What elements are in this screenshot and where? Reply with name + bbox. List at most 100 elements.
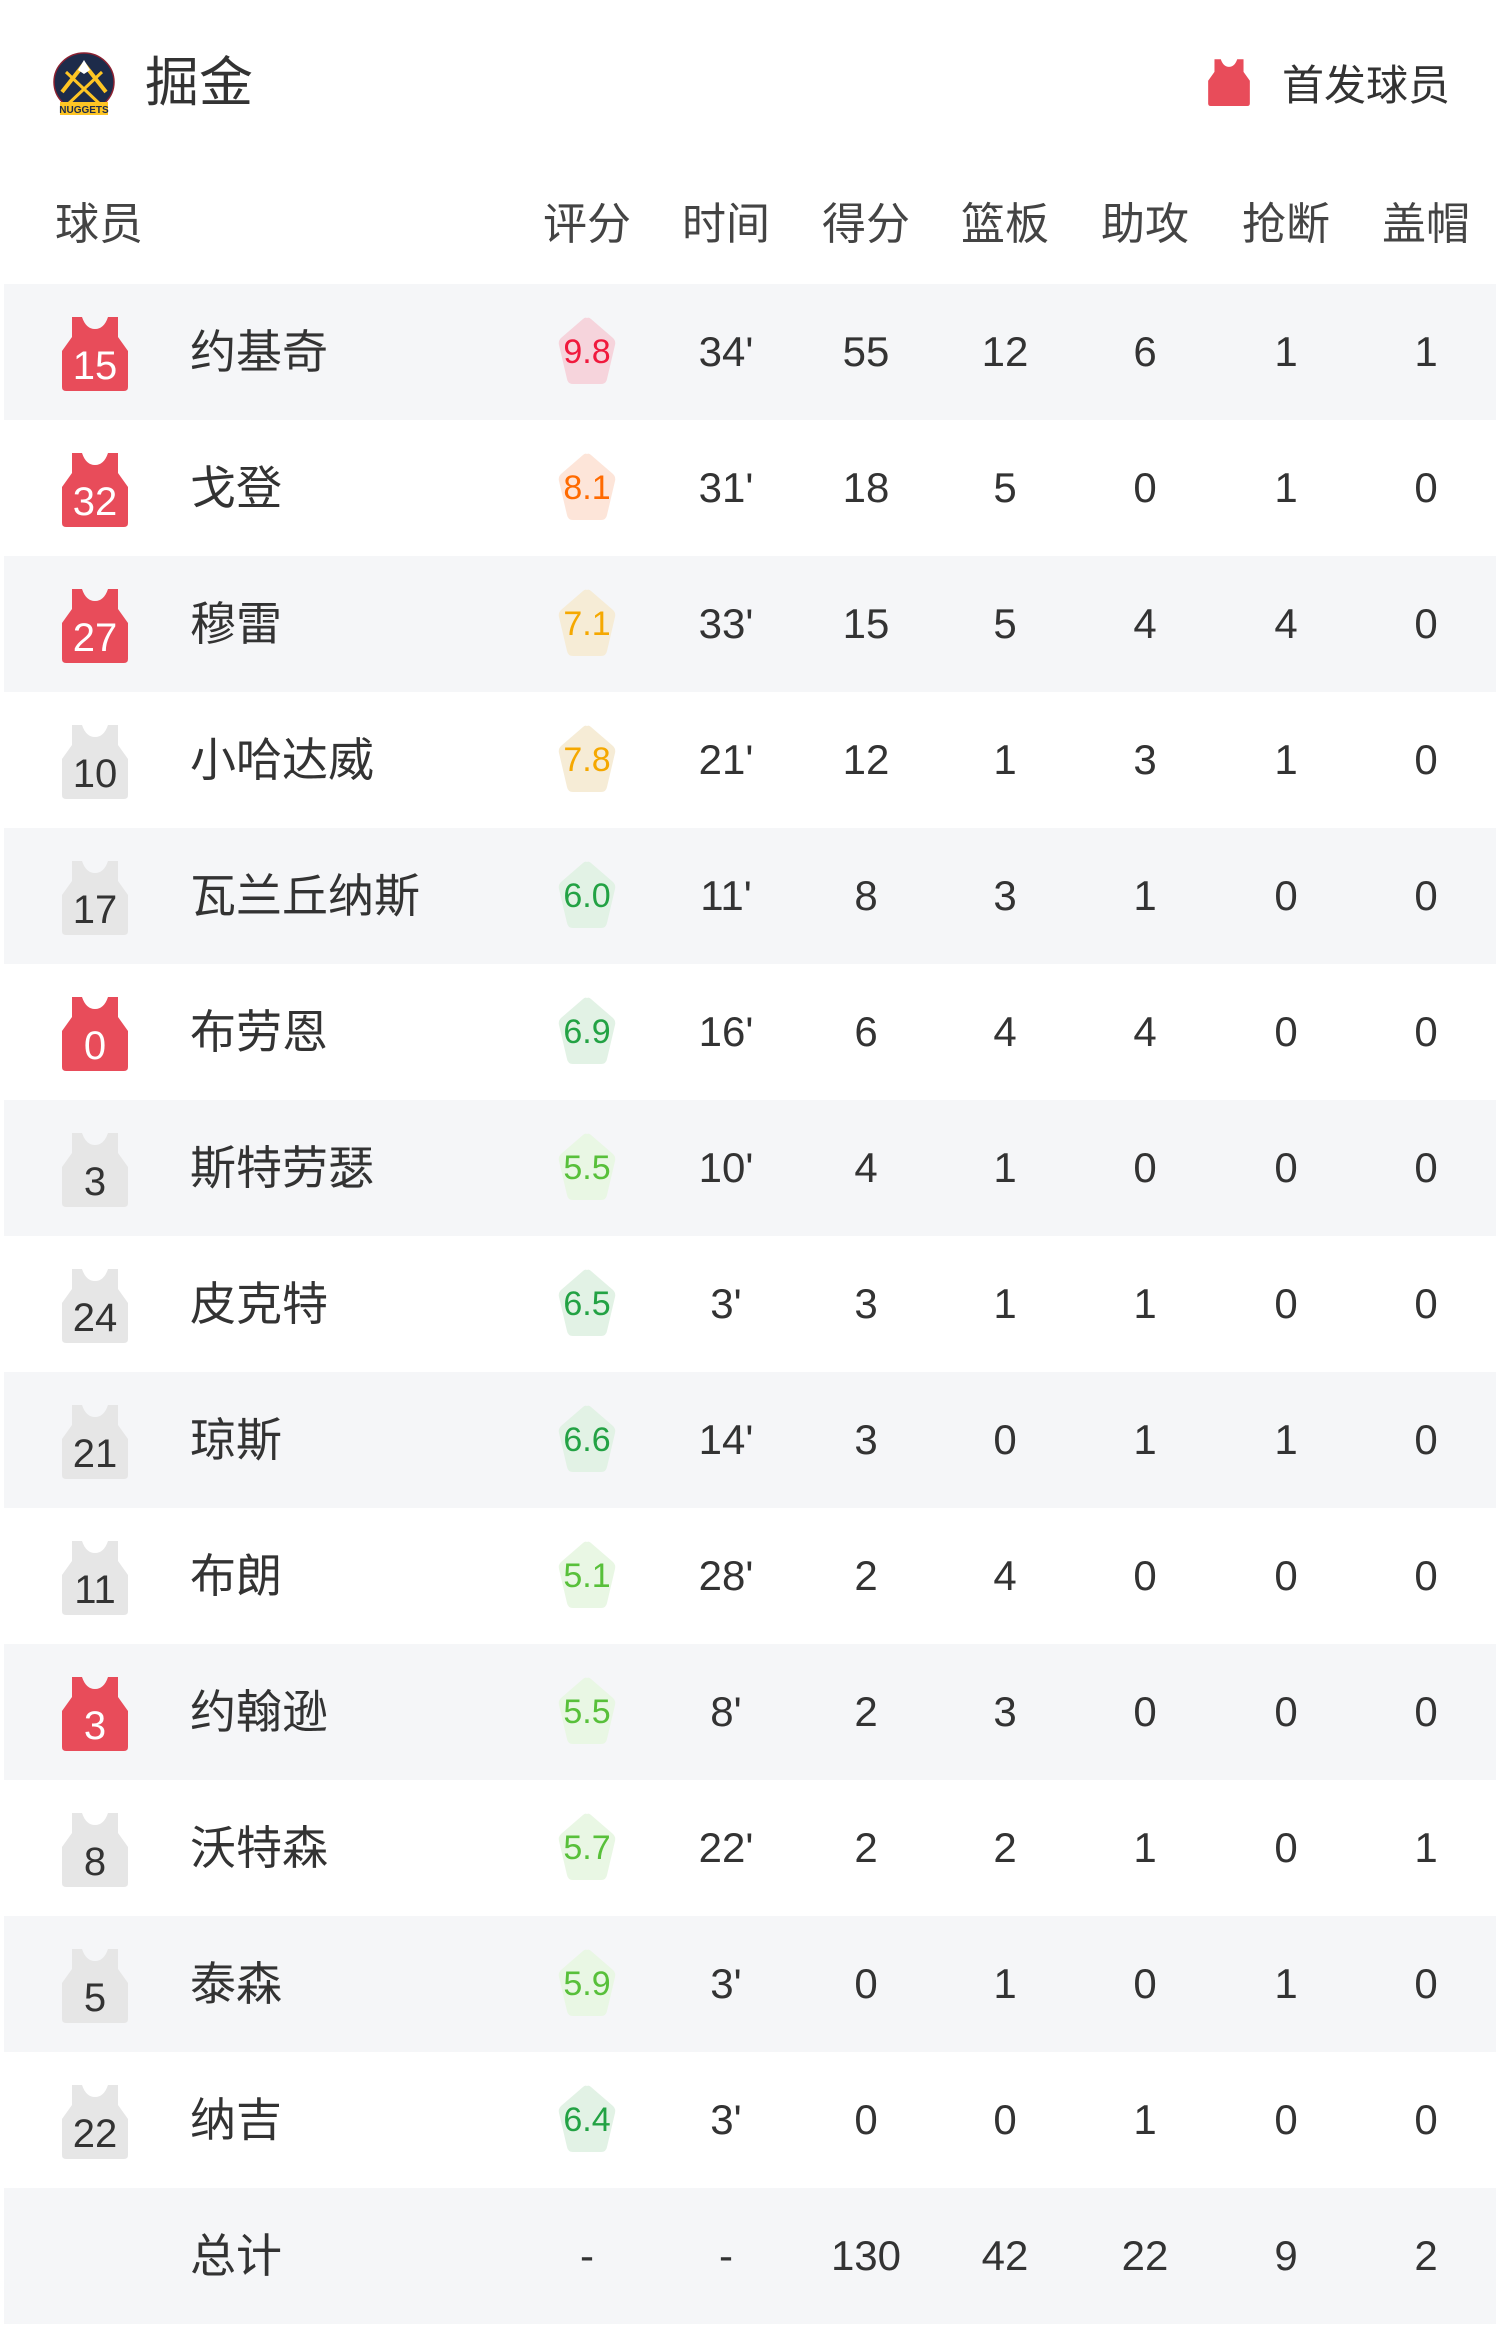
stat-blk: 1 bbox=[1414, 328, 1438, 375]
jersey-number-badge: 27 bbox=[60, 587, 130, 663]
jersey-number: 22 bbox=[72, 2112, 118, 2156]
pentagon-icon bbox=[558, 1405, 616, 1472]
stat-pts: 4 bbox=[854, 1144, 878, 1191]
player-row[interactable]: 22 纳吉 6.4 3' 0 0 1 0 0 bbox=[4, 2052, 1496, 2188]
player-name[interactable]: 斯特劳瑟 bbox=[190, 1141, 374, 1195]
jersey-number-badge: 0 bbox=[60, 995, 130, 1071]
stat-reb: 1 bbox=[993, 1960, 1017, 2007]
player-name[interactable]: 泰森 bbox=[190, 1957, 282, 2011]
rating-value: 7.1 bbox=[563, 605, 611, 643]
rating-value: 5.5 bbox=[563, 1149, 611, 1187]
player-name[interactable]: 小哈达威 bbox=[190, 733, 374, 787]
player-name[interactable]: 皮克特 bbox=[190, 1277, 328, 1331]
jersey-number-badge: 32 bbox=[60, 451, 130, 527]
jersey-icon bbox=[62, 453, 128, 527]
stat-min: 33' bbox=[698, 600, 754, 647]
player-row[interactable]: 24 皮克特 6.5 3' 3 1 1 0 0 bbox=[4, 1236, 1496, 1372]
player-row[interactable]: 0 布劳恩 6.9 16' 6 4 4 0 0 bbox=[4, 964, 1496, 1100]
rating-badge: 7.1 bbox=[557, 588, 617, 658]
player-name[interactable]: 戈登 bbox=[190, 461, 282, 515]
stat-ast: 0 bbox=[1133, 1688, 1157, 1735]
stat-stl: 1 bbox=[1274, 328, 1298, 375]
stat-ast: 22 bbox=[1121, 2232, 1169, 2279]
stat-min: - bbox=[719, 2232, 733, 2279]
stat-ast: 6 bbox=[1133, 328, 1157, 375]
stat-ast: 4 bbox=[1133, 1008, 1157, 1055]
stat-min: 22' bbox=[698, 1824, 754, 1871]
rating-badge: 5.7 bbox=[557, 1812, 617, 1882]
stat-ast: 0 bbox=[1133, 1960, 1157, 2007]
rating-badge: 5.5 bbox=[557, 1676, 617, 1746]
player-row[interactable]: 21 琼斯 6.6 14' 3 0 1 1 0 bbox=[4, 1372, 1496, 1508]
jersey-number-badge: 21 bbox=[60, 1403, 130, 1479]
jersey-number: 21 bbox=[72, 1432, 118, 1476]
stat-blk: 0 bbox=[1414, 872, 1438, 919]
stat-reb: 0 bbox=[993, 2096, 1017, 2143]
svg-text:NUGGETS: NUGGETS bbox=[59, 105, 109, 116]
player-row[interactable]: 5 泰森 5.9 3' 0 1 0 1 0 bbox=[4, 1916, 1496, 2052]
jersey-number-badge: 22 bbox=[60, 2083, 130, 2159]
stat-min: 11' bbox=[700, 872, 752, 919]
player-row[interactable]: 27 穆雷 7.1 33' 15 5 4 4 0 bbox=[4, 556, 1496, 692]
stat-pts: 2 bbox=[854, 1552, 878, 1599]
pentagon-icon bbox=[558, 1269, 616, 1336]
col-blocks[interactable]: 盖帽 bbox=[1382, 199, 1470, 250]
stat-stl: 1 bbox=[1274, 464, 1298, 511]
stat-stl: 0 bbox=[1274, 872, 1298, 919]
player-row[interactable]: 3 约翰逊 5.5 8' 2 3 0 0 0 bbox=[4, 1644, 1496, 1780]
stat-stl: 9 bbox=[1274, 2232, 1298, 2279]
player-name[interactable]: 纳吉 bbox=[190, 2093, 282, 2147]
player-row[interactable]: 15 约基奇 9.8 34' 55 12 6 1 1 bbox=[4, 284, 1496, 420]
player-name[interactable]: 琼斯 bbox=[190, 1413, 282, 1467]
player-row[interactable]: 10 小哈达威 7.8 21' 12 1 3 1 0 bbox=[4, 692, 1496, 828]
stat-stl: 0 bbox=[1274, 1552, 1298, 1599]
jersey-number: 17 bbox=[72, 888, 118, 932]
col-steals[interactable]: 抢断 bbox=[1242, 199, 1330, 250]
stat-reb: 1 bbox=[993, 736, 1017, 783]
stat-pts: 3 bbox=[854, 1416, 878, 1463]
player-name[interactable]: 瓦兰丘纳斯 bbox=[190, 869, 420, 923]
player-row[interactable]: 32 戈登 8.1 31' 18 5 0 1 0 bbox=[4, 420, 1496, 556]
col-rating[interactable]: 评分 bbox=[543, 199, 631, 250]
col-minutes[interactable]: 时间 bbox=[682, 199, 770, 250]
rating-value: 6.6 bbox=[563, 1421, 611, 1459]
player-name[interactable]: 沃特森 bbox=[190, 1821, 328, 1875]
player-name[interactable]: 约翰逊 bbox=[190, 1685, 328, 1739]
stat-ast: 0 bbox=[1133, 1552, 1157, 1599]
player-row[interactable]: 8 沃特森 5.7 22' 2 2 1 0 1 bbox=[4, 1780, 1496, 1916]
col-player: 球员 bbox=[55, 199, 143, 250]
stat-reb: 0 bbox=[993, 1416, 1017, 1463]
player-row[interactable]: 11 布朗 5.1 28' 2 4 0 0 0 bbox=[4, 1508, 1496, 1644]
jersey-icon bbox=[62, 997, 128, 1071]
jersey-number: 0 bbox=[83, 1024, 107, 1068]
team-header: NUGGETS 掘金 首发球员 bbox=[0, 0, 1500, 165]
rating-value: 5.9 bbox=[563, 1965, 611, 2003]
player-name[interactable]: 约基奇 bbox=[190, 325, 328, 379]
rating-value: 5.1 bbox=[563, 1557, 611, 1595]
col-rebounds[interactable]: 篮板 bbox=[961, 199, 1049, 250]
jersey-number-badge: 11 bbox=[60, 1539, 130, 1615]
stat-blk: 1 bbox=[1414, 1824, 1438, 1871]
player-name[interactable]: 布朗 bbox=[190, 1549, 282, 1603]
player-name[interactable]: 布劳恩 bbox=[190, 1005, 328, 1059]
totals-label: 总计 bbox=[190, 2229, 282, 2283]
stat-pts: 0 bbox=[854, 2096, 878, 2143]
col-points[interactable]: 得分 bbox=[822, 199, 910, 250]
stat-ast: 1 bbox=[1133, 872, 1157, 919]
player-row[interactable]: 17 瓦兰丘纳斯 6.0 11' 8 3 1 0 0 bbox=[4, 828, 1496, 964]
rating-value: 6.9 bbox=[563, 1013, 611, 1051]
player-row[interactable]: 3 斯特劳瑟 5.5 10' 4 1 0 0 0 bbox=[4, 1100, 1496, 1236]
col-assists[interactable]: 助攻 bbox=[1101, 199, 1189, 250]
pentagon-icon bbox=[558, 1541, 616, 1608]
rating-value: 5.5 bbox=[563, 1693, 611, 1731]
player-name[interactable]: 穆雷 bbox=[190, 597, 282, 651]
stat-reb: 2 bbox=[993, 1824, 1017, 1871]
stat-stl: 1 bbox=[1274, 1960, 1298, 2007]
stat-min: 16' bbox=[698, 1008, 754, 1055]
stat-ast: 3 bbox=[1133, 736, 1157, 783]
stat-stl: 0 bbox=[1274, 1008, 1298, 1055]
rating-value: 6.0 bbox=[563, 877, 611, 915]
stat-blk: 0 bbox=[1414, 1008, 1438, 1055]
pentagon-icon bbox=[558, 1677, 616, 1744]
stat-ast: 0 bbox=[1133, 1144, 1157, 1191]
